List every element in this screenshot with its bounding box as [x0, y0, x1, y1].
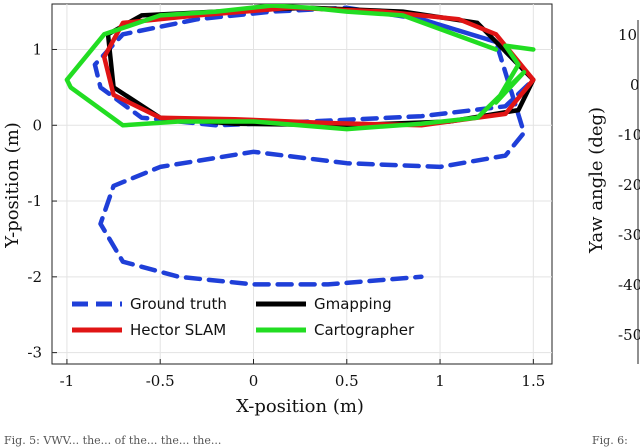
series-group: [64, 4, 536, 287]
right-tick-minus10: -10: [618, 126, 640, 144]
y-tick-label: -2: [27, 268, 42, 286]
y-ticks: 1 0 -1 -2 -3: [27, 40, 57, 362]
legend-entry: Hector SLAM: [130, 321, 226, 339]
legend-entry: Gmapping: [314, 295, 392, 313]
series-cartographer: [64, 4, 536, 132]
y-tick-label: -1: [27, 192, 42, 210]
x-tick-label: -0.5: [146, 372, 175, 390]
legend-entry: Ground truth: [130, 295, 227, 313]
grid-lines: [52, 4, 552, 364]
y-tick-label: 0: [32, 116, 42, 134]
legend-entry: Cartographer: [314, 321, 415, 339]
y-axis-label: Y-position (m): [2, 122, 23, 249]
x-tick-label: 0: [249, 372, 259, 390]
clipped-right-figure: Yaw angle (deg) 10 0 -10 -20 -30 -40 -50…: [586, 20, 640, 447]
right-tick-minus50: -50: [618, 326, 640, 344]
right-axis-label: Yaw angle (deg): [586, 107, 607, 254]
y-tick-label: 1: [32, 40, 42, 58]
right-tick-minus30: -30: [618, 226, 640, 244]
legend: Ground truth Gmapping Hector SLAM Cartograp…: [72, 295, 415, 339]
series-ground-truth: [92, 5, 536, 287]
plot-area: [51, 3, 553, 365]
right-tick-minus20: -20: [618, 176, 640, 194]
right-tick-minus40: -40: [618, 276, 640, 294]
x-tick-label: 1: [435, 372, 445, 390]
x-axis-label: X-position (m): [236, 396, 364, 417]
bottom-caption: Fig. 5: VWV... the... of the... the... t…: [4, 434, 221, 447]
y-tick-label: -3: [27, 344, 42, 362]
x-ticks: -1 -0.5 0 0.5 1 1.5: [60, 359, 545, 390]
x-tick-label: 1.5: [521, 372, 545, 390]
x-tick-label: 0.5: [335, 372, 359, 390]
right-caption: Fig. 6:: [592, 434, 628, 447]
x-tick-label: -1: [60, 372, 75, 390]
right-tick-10: 10: [618, 26, 637, 44]
right-tick-0: 0: [630, 76, 640, 94]
